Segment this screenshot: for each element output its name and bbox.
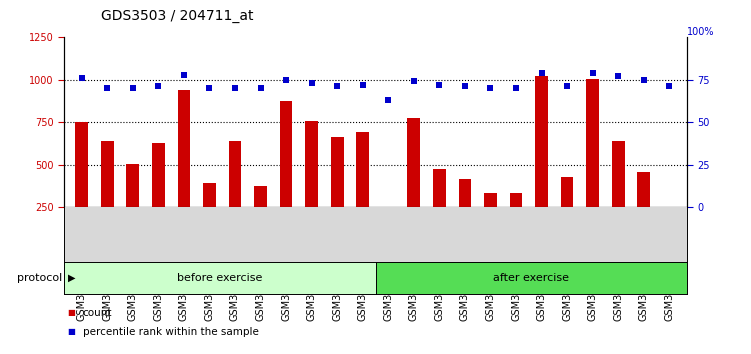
Bar [587, 79, 599, 250]
Bar [228, 141, 241, 250]
Point [357, 82, 369, 87]
Point [178, 72, 190, 78]
Point [152, 84, 164, 89]
Text: percentile rank within the sample: percentile rank within the sample [83, 327, 258, 337]
Bar [330, 137, 343, 250]
Bar [152, 143, 164, 250]
Point [510, 85, 522, 91]
Bar [203, 183, 216, 250]
Point [280, 77, 292, 82]
Point [229, 85, 241, 91]
Bar [510, 194, 523, 250]
Point [433, 82, 445, 87]
Point [408, 79, 420, 84]
Text: ■: ■ [68, 327, 75, 336]
Point [255, 85, 267, 91]
Text: ■: ■ [68, 308, 75, 317]
Text: count: count [83, 308, 112, 318]
Bar [101, 141, 113, 250]
Bar [254, 186, 267, 250]
Bar [305, 121, 318, 250]
Text: protocol: protocol [17, 273, 62, 283]
Bar [356, 132, 369, 250]
Point [663, 84, 675, 89]
Point [535, 70, 547, 76]
Point [306, 80, 318, 86]
Text: before exercise: before exercise [177, 273, 262, 283]
Bar [177, 90, 190, 250]
Point [101, 85, 113, 91]
Point [204, 85, 216, 91]
Bar [663, 224, 676, 250]
Text: ▶: ▶ [68, 273, 75, 283]
Bar [459, 179, 472, 250]
Bar [408, 118, 421, 250]
Bar [75, 122, 88, 250]
Bar [484, 194, 497, 250]
Point [459, 84, 471, 89]
Bar [279, 101, 292, 250]
Point [127, 85, 139, 91]
Point [587, 70, 599, 76]
Point [561, 84, 573, 89]
Text: 100%: 100% [687, 27, 715, 37]
Bar [433, 169, 446, 250]
Bar [638, 172, 650, 250]
Text: after exercise: after exercise [493, 273, 569, 283]
Point [612, 73, 624, 79]
Bar [382, 224, 395, 250]
Text: GDS3503 / 204711_at: GDS3503 / 204711_at [101, 9, 254, 23]
Bar [535, 76, 548, 250]
Point [638, 77, 650, 82]
Bar [612, 141, 625, 250]
Point [484, 85, 496, 91]
Point [76, 75, 88, 81]
Point [331, 84, 343, 89]
Bar [561, 177, 574, 250]
Bar [126, 164, 139, 250]
Point [382, 97, 394, 103]
